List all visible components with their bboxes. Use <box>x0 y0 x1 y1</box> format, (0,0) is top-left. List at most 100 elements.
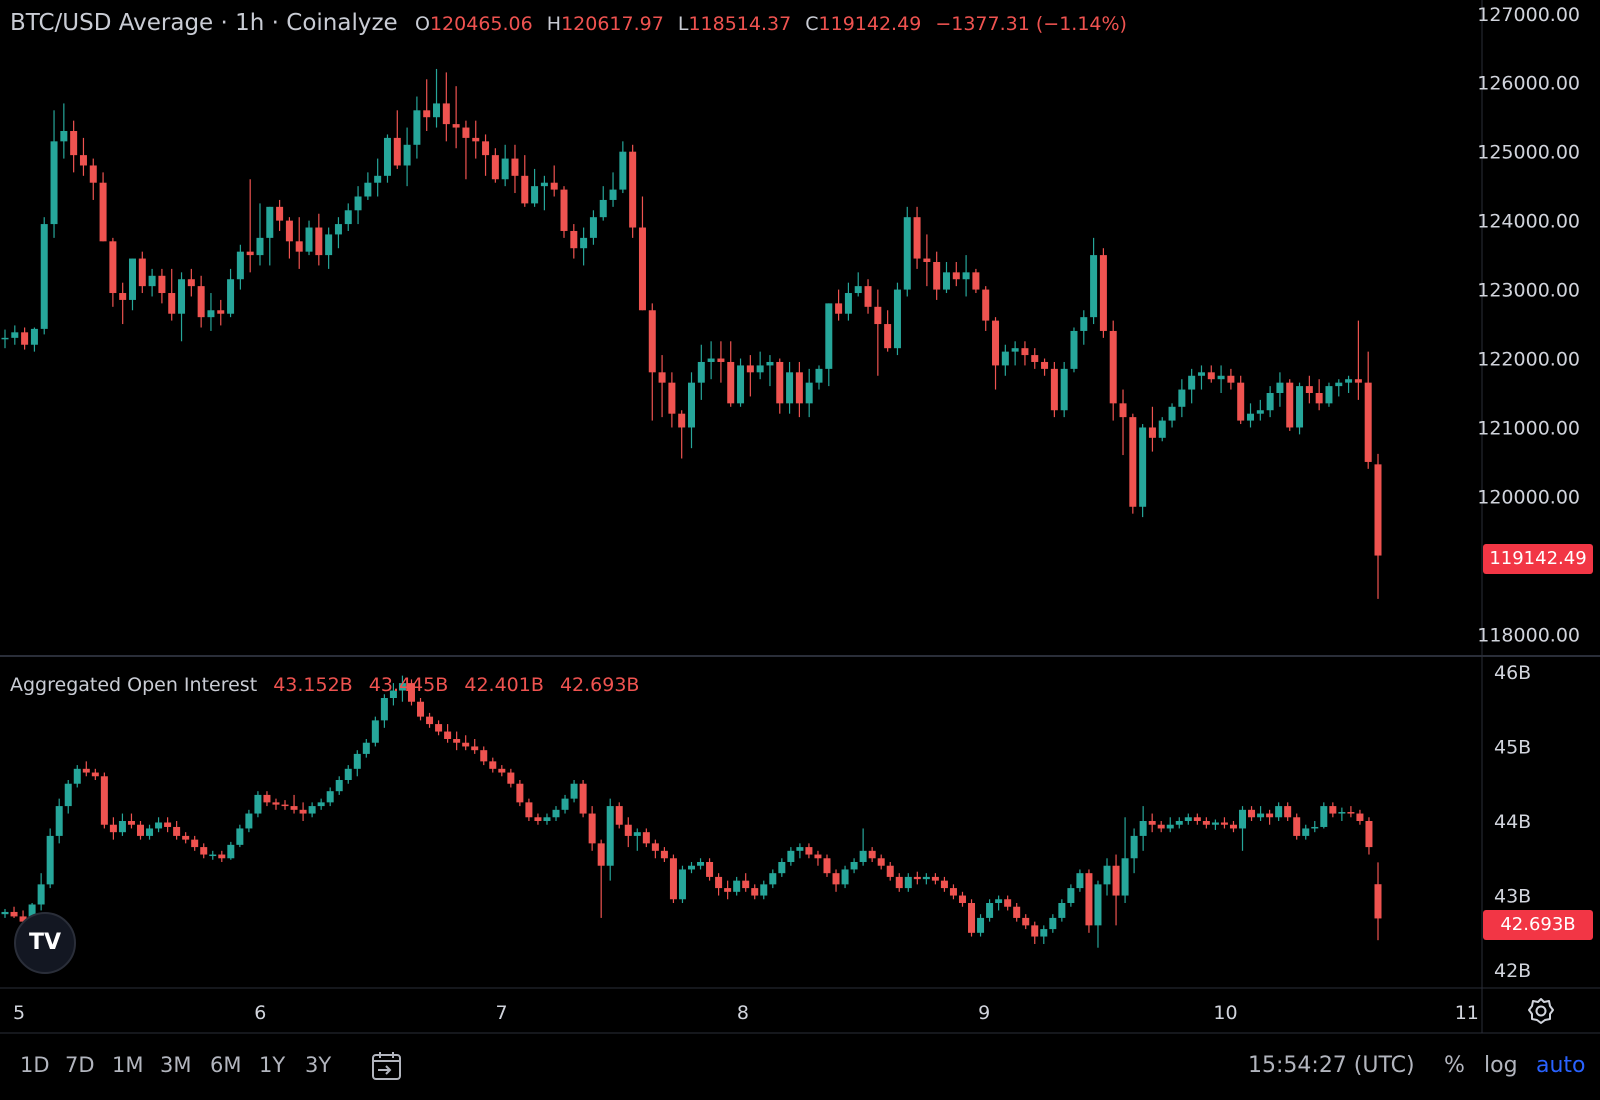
timeframe-1y[interactable]: 1Y <box>259 1053 286 1077</box>
price-candle[interactable] <box>913 206 921 269</box>
price-candle[interactable] <box>89 158 97 200</box>
oi-candle[interactable] <box>733 876 741 896</box>
price-candle[interactable] <box>1217 365 1225 393</box>
oi-candle[interactable] <box>1031 921 1039 944</box>
price-candle[interactable] <box>393 110 401 169</box>
oi-candle[interactable] <box>940 876 948 892</box>
oi-candle[interactable] <box>922 873 930 885</box>
oi-candle[interactable] <box>832 869 840 892</box>
oi-candle[interactable] <box>254 791 262 818</box>
oi-candle[interactable] <box>588 806 596 851</box>
oi-candle[interactable] <box>651 839 659 859</box>
oi-candle[interactable] <box>968 899 976 937</box>
price-candle[interactable] <box>707 341 715 380</box>
oi-candle[interactable] <box>1220 817 1228 829</box>
oi-candle[interactable] <box>164 817 172 833</box>
price-candle[interactable] <box>619 141 627 194</box>
oi-candle[interactable] <box>543 813 551 825</box>
oi-candle[interactable] <box>715 873 723 896</box>
price-candle[interactable] <box>1315 379 1323 411</box>
price-candle[interactable] <box>599 186 607 221</box>
oi-candle[interactable] <box>471 739 479 754</box>
oi-candle[interactable] <box>1193 813 1201 825</box>
oi-candle[interactable] <box>1130 828 1138 874</box>
price-candle[interactable] <box>119 282 127 325</box>
price-candle[interactable] <box>511 144 519 194</box>
price-candle[interactable] <box>21 327 29 350</box>
oi-candle[interactable] <box>615 802 623 829</box>
price-candle[interactable] <box>805 368 813 418</box>
oi-candle[interactable] <box>1085 869 1093 933</box>
oi-candle[interactable] <box>597 839 605 918</box>
oi-candle[interactable] <box>1022 914 1030 930</box>
price-candle[interactable] <box>1168 403 1176 428</box>
oi-candle[interactable] <box>751 884 759 900</box>
oi-candle[interactable] <box>480 746 488 766</box>
oi-candle[interactable] <box>73 765 81 788</box>
oi-candle[interactable] <box>1175 817 1183 829</box>
oi-candle[interactable] <box>1004 895 1012 911</box>
oi-candle[interactable] <box>742 873 750 892</box>
oi-candle[interactable] <box>326 787 334 807</box>
oi-candle[interactable] <box>263 791 271 807</box>
price-candle[interactable] <box>962 255 970 297</box>
price-candle[interactable] <box>1050 361 1058 418</box>
price-candle[interactable] <box>433 68 441 128</box>
price-candle[interactable] <box>609 172 617 207</box>
oi-candle[interactable] <box>398 675 406 702</box>
price-candle[interactable] <box>334 217 342 249</box>
oi-candle[interactable] <box>1329 802 1337 818</box>
price-candle[interactable] <box>942 262 950 294</box>
price-candle[interactable] <box>766 355 774 387</box>
oi-candle[interactable] <box>642 828 650 848</box>
oi-candle[interactable] <box>669 854 677 903</box>
oi-candle[interactable] <box>1067 884 1075 907</box>
oi-candle[interactable] <box>823 854 831 877</box>
oi-candle[interactable] <box>489 757 497 773</box>
price-candle[interactable] <box>903 206 911 297</box>
price-candle[interactable] <box>354 186 362 225</box>
oi-candle[interactable] <box>697 858 705 870</box>
oi-candle[interactable] <box>1058 899 1066 922</box>
oi-candle[interactable] <box>227 841 235 860</box>
oi-candle[interactable] <box>769 869 777 889</box>
oi-candle[interactable] <box>498 765 506 777</box>
oi-candle[interactable] <box>389 683 397 706</box>
oi-candle[interactable] <box>1365 817 1373 855</box>
price-candle[interactable] <box>560 186 568 238</box>
oi-candle[interactable] <box>633 828 641 851</box>
price-candle[interactable] <box>933 251 941 300</box>
oi-candle[interactable] <box>37 873 45 911</box>
oi-candle[interactable] <box>977 914 985 937</box>
price-candle[interactable] <box>786 361 794 414</box>
oi-candle[interactable] <box>958 891 966 907</box>
oi-candle[interactable] <box>688 862 695 874</box>
oi-candle[interactable] <box>868 847 876 862</box>
price-candle[interactable] <box>1001 344 1009 376</box>
price-candle[interactable] <box>295 217 303 269</box>
price-candle[interactable] <box>825 303 833 387</box>
oi-candle[interactable] <box>525 798 533 821</box>
oi-candle[interactable] <box>516 780 524 807</box>
oi-candle[interactable] <box>245 809 253 833</box>
price-candle[interactable] <box>1031 348 1039 369</box>
price-candle[interactable] <box>1041 358 1049 376</box>
oi-candle[interactable] <box>877 854 885 870</box>
price-candle[interactable] <box>1070 327 1078 373</box>
price-candle[interactable] <box>305 220 313 256</box>
price-candle[interactable] <box>737 358 745 407</box>
oi-candle[interactable] <box>986 899 994 922</box>
price-candle[interactable] <box>717 341 725 383</box>
price-candle[interactable] <box>638 196 646 311</box>
percent-scale-toggle[interactable]: % <box>1444 1053 1465 1078</box>
price-candle[interactable] <box>550 165 558 197</box>
oi-candle[interactable] <box>444 724 452 743</box>
price-candle[interactable] <box>952 262 960 287</box>
oi-candle[interactable] <box>155 817 163 833</box>
auto-scale-toggle[interactable]: auto <box>1536 1053 1586 1078</box>
price-candle[interactable] <box>1060 361 1068 418</box>
price-candle[interactable] <box>1247 403 1255 428</box>
oi-candle[interactable] <box>182 832 190 844</box>
timeframe-1d[interactable]: 1D <box>20 1053 50 1077</box>
price-candle[interactable] <box>266 206 274 266</box>
